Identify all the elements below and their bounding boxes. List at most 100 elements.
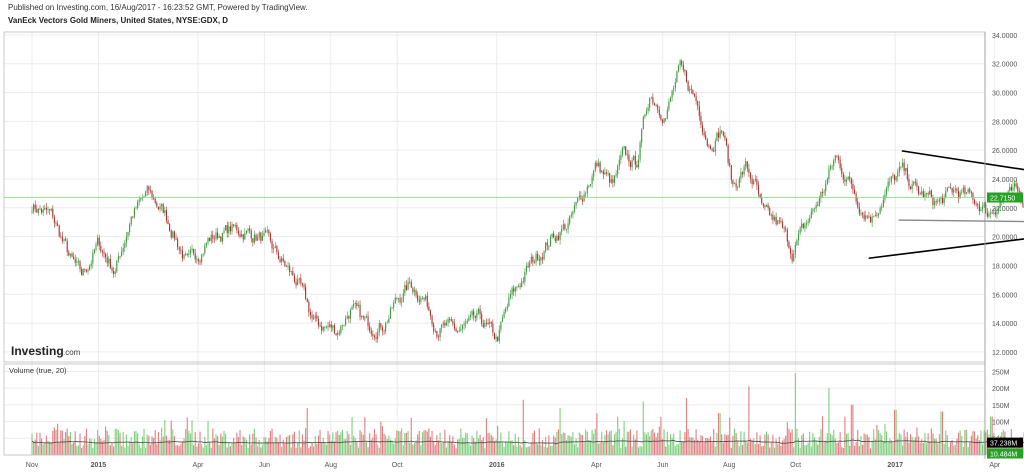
candle-body [668,101,670,110]
volume-bar [202,447,204,455]
volume-bar [951,439,953,455]
candle-body [986,212,988,217]
volume-bar [956,438,958,455]
price-tick-label: 22.0000 [992,206,1017,213]
volume-bar [162,436,164,455]
candle-body [412,287,414,293]
candle-body [148,186,150,191]
candle-body [810,211,812,218]
volume-bar [289,434,291,455]
candle-body [634,155,636,166]
candle-body [524,272,526,282]
candle-body [477,309,480,313]
candle-body [529,262,531,268]
value-labels: 22.7150 37.238M 10.484M [4,192,1023,459]
volume-bar [495,439,497,455]
price-tick-label: 34.0000 [992,33,1017,40]
price-pane-frame [3,31,986,363]
candle-body [298,278,300,280]
volume-bar [780,445,782,455]
candle-body [775,216,777,225]
candle-body [156,203,158,207]
candle-body [823,191,825,193]
volume-bar [905,436,907,455]
volume-bar [65,432,67,455]
volume-bar [613,434,616,455]
volume-bar [188,430,190,455]
volume-bar [578,432,580,455]
candle-body [727,145,729,163]
candle-body [333,325,336,334]
candle-body [863,214,865,220]
candle-body [551,233,553,237]
volume-bar [738,446,740,455]
candle-body [821,191,824,193]
volume-bar [290,447,292,455]
candle-body [933,201,936,205]
candle-body [665,118,667,120]
volume-bar [402,445,404,455]
candle-body [389,308,392,319]
volume-last-badge [987,448,1023,459]
candle-body [791,253,793,262]
volume-bar [433,441,435,455]
candle-body [970,191,972,194]
volume-bar [935,438,937,455]
volume-bar [186,417,188,455]
volume-bar [540,444,542,455]
volume-bar [335,432,337,455]
candle-body [853,189,856,194]
volume-bar [121,446,123,455]
volume-bar [941,411,944,455]
volume-bar [300,447,302,455]
volume-bar [786,422,788,455]
volume-bar [225,433,227,455]
candle-body [932,197,934,205]
candle-body [1018,191,1020,193]
volume-bar [196,446,198,455]
volume-bar [242,436,244,455]
candle-body [479,309,481,315]
candle-body [804,224,806,228]
volume-bar [393,443,395,455]
candle-body [858,207,860,214]
volume-bar [692,437,694,455]
volume-bar [100,438,102,455]
time-tick-label: Nov [26,462,39,469]
candle-body [545,242,547,252]
volume-bar [357,447,360,455]
volume-bar [183,438,185,455]
volume-bar [842,447,844,455]
volume-bar [575,438,577,455]
volume-bar [332,432,334,455]
volume-bar [665,446,667,455]
volume-bar [437,440,440,455]
volume-bar [746,442,748,455]
volume-bar [681,441,683,455]
candle-body [191,248,193,250]
candle-body [77,261,79,263]
volume-bar [97,429,99,455]
volume-bar [743,431,745,455]
candle-body [828,169,830,180]
candle-body [701,124,704,133]
volume-bar [781,440,784,455]
candle-body [391,307,393,309]
volume-bar [439,432,441,455]
volume-bar [801,435,803,455]
candle-body [332,325,334,328]
candle-body [591,176,593,185]
volume-bar [68,436,70,455]
volume-bar [477,438,480,455]
candle-body [458,330,460,332]
candle-body [633,155,635,161]
candle-body [596,163,598,167]
volume-bar [348,434,350,455]
volume-bar [234,442,236,455]
candle-body [991,212,993,214]
candle-body [61,236,63,241]
volume-bar [108,435,110,455]
candle-body [562,224,564,229]
candle-body [825,184,827,192]
